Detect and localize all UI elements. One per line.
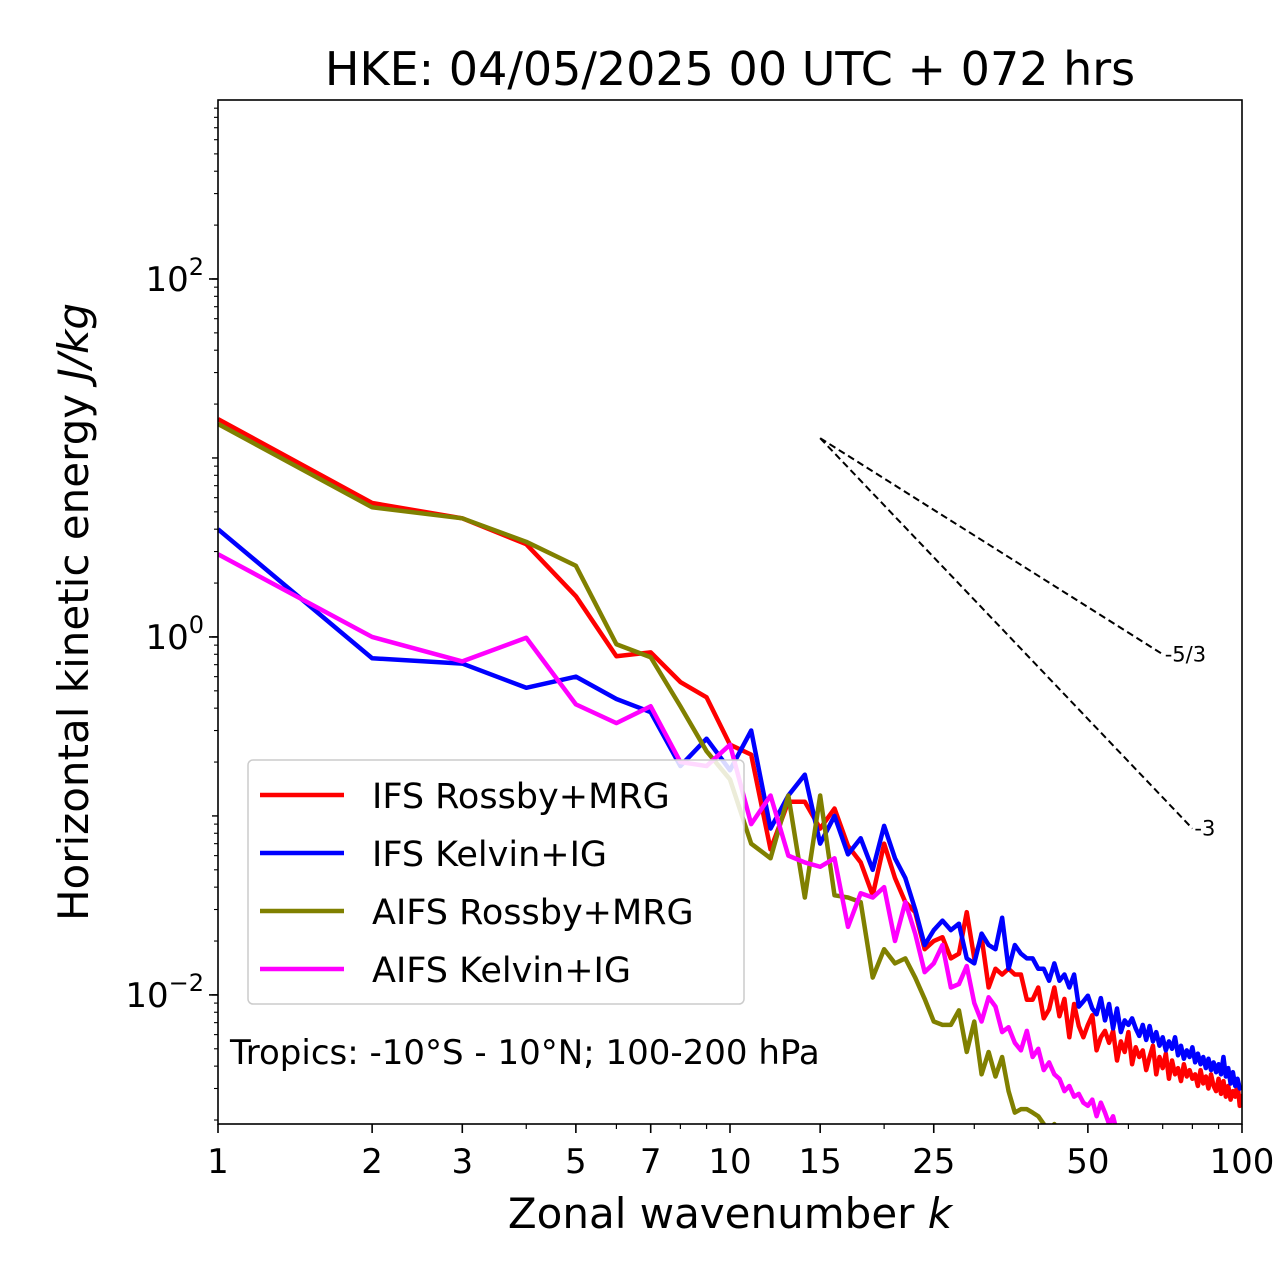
data-series-lines (218, 417, 1242, 1124)
x-tick-label: 25 (912, 1142, 955, 1182)
legend-label: AIFS Rossby+MRG (372, 893, 694, 933)
y-tick-label: 10−2 (125, 969, 204, 1016)
legend-box (247, 759, 745, 1005)
x-tick-label: 5 (565, 1142, 587, 1182)
legend-label: IFS Rossby+MRG (372, 777, 670, 817)
reference-line-2 (819, 437, 1194, 830)
reference-slope-labels: -5/3 -3 (1165, 642, 1216, 840)
x-axis-label: Zonal wavenumber k (508, 1189, 954, 1238)
series-line-2 (218, 527, 1242, 1091)
y-axis-ticks: 10−2 100 102 (125, 107, 218, 1121)
x-tick-label: 10 (708, 1142, 751, 1182)
series-line-1 (218, 417, 1242, 1109)
legend-label: AIFS Kelvin+IG (372, 951, 631, 991)
reference-line-1 (819, 437, 1164, 656)
y-tick-label: 100 (145, 611, 204, 658)
x-tick-label: 1 (207, 1142, 229, 1182)
legend: IFS Rossby+MRG IFS Kelvin+IG AIFS Rossby+M… (247, 759, 745, 1005)
legend-label: IFS Kelvin+IG (372, 835, 607, 875)
y-axis-label: Horizontal kinetic energy J/kg (49, 303, 98, 921)
reference-line-label: -5/3 (1165, 642, 1206, 666)
x-axis-ticks: 1 2 3 5 7 10 15 25 50 100 (207, 1124, 1274, 1182)
x-tick-label: 15 (799, 1142, 842, 1182)
x-tick-label: 100 (1210, 1142, 1275, 1182)
reference-slope-lines (819, 437, 1194, 830)
x-tick-label: 3 (451, 1142, 473, 1182)
x-tick-label: 2 (361, 1142, 383, 1182)
series-line-3 (218, 421, 1057, 1124)
series-line-4 (218, 552, 1118, 1124)
x-tick-label: 50 (1066, 1142, 1109, 1182)
region-annotation: Tropics: -10°S - 10°N; 100-200 hPa (229, 1033, 820, 1073)
reference-line-label: -3 (1194, 817, 1215, 841)
chart-title: HKE: 04/05/2025 00 UTC + 072 hrs (325, 42, 1135, 96)
x-tick-label: 7 (640, 1142, 662, 1182)
y-tick-label: 102 (145, 253, 204, 300)
